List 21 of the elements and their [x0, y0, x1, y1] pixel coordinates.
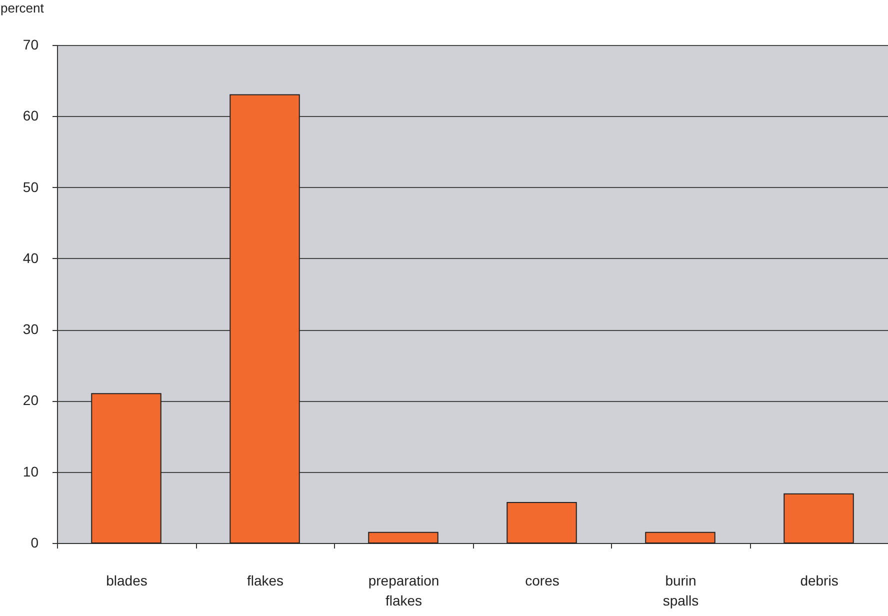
- y-axis-title: percent: [0, 0, 44, 16]
- x-tick-label: preparation flakes: [368, 572, 440, 608]
- bar: [91, 393, 162, 544]
- y-tick-label: 30: [22, 321, 39, 338]
- x-tick-label: burin spalls: [662, 572, 699, 608]
- bar: [230, 94, 300, 544]
- y-tick-label: 50: [22, 178, 39, 195]
- bar: [368, 532, 438, 544]
- y-tick-label: 0: [30, 534, 39, 550]
- y-tick-label: 20: [22, 392, 39, 408]
- x-tick-label: blades: [106, 572, 148, 588]
- bar: [784, 493, 854, 544]
- y-tick-label: 60: [22, 108, 39, 124]
- y-tick-label: 10: [22, 463, 39, 480]
- bar: [645, 532, 716, 544]
- x-tick-label: cores: [525, 572, 560, 588]
- x-tick-label: debris: [800, 572, 838, 588]
- y-tick-label: 70: [22, 36, 39, 52]
- x-tick-label: flakes: [246, 572, 284, 588]
- y-tick-label: 40: [22, 250, 39, 266]
- bar: [506, 502, 577, 544]
